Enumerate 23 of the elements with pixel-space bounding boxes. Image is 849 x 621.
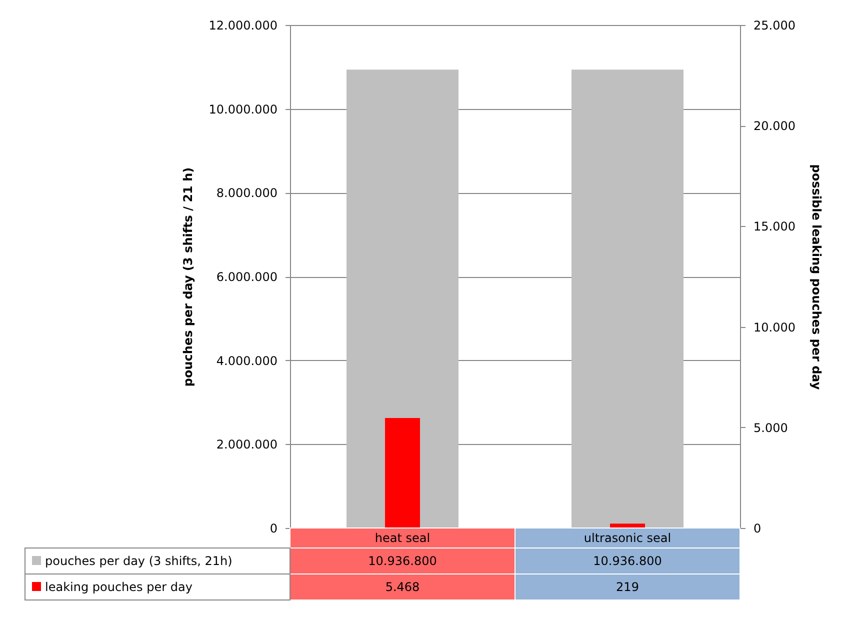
data-label: 10.936.800: [368, 554, 437, 568]
y-tick-label: 10.000.000: [208, 102, 278, 116]
data-label: 10.936.800: [593, 554, 662, 568]
x-tick-label: ultrasonic seal: [584, 531, 672, 545]
y2-tick-label: 10.000: [754, 320, 796, 334]
y-axis-title: pouches per day (3 shifts / 21 h): [180, 167, 195, 387]
y-tick-label: 0: [270, 522, 278, 536]
y2-axis-title: possible leaking pouches per day: [809, 164, 824, 390]
y-tick-label: 12.000.000: [208, 18, 278, 32]
y-tick-label: 2.000.000: [216, 438, 278, 452]
y-tick-label: 6.000.000: [216, 270, 278, 284]
y2-tick-label: 0: [754, 522, 762, 536]
x-tick-label: heat seal: [374, 531, 430, 545]
y-tick-label: 8.000.000: [216, 186, 278, 200]
y2-tick-label: 20.000: [754, 119, 796, 134]
legend-label: leaking pouches per day: [45, 580, 192, 594]
legend-label: pouches per day (3 shifts, 21h): [45, 554, 232, 568]
y2-tick-label: 15.000: [754, 220, 796, 234]
data-label: 219: [616, 580, 639, 594]
y-tick-label: 4.000.000: [216, 354, 278, 368]
data-label: 5.468: [385, 580, 420, 594]
y2-tick-label: 5.000: [754, 420, 788, 435]
y2-tick-label: 25.000: [754, 18, 796, 32]
